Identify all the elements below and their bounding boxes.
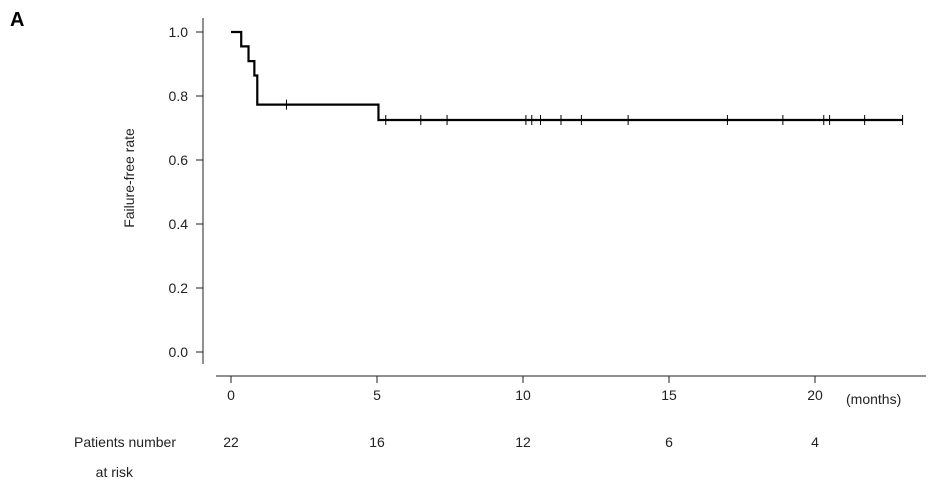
plot-area <box>231 30 904 125</box>
y-tick-label: 0.8 <box>169 88 189 104</box>
y-tick-label: 0.4 <box>169 216 189 232</box>
x-tick-label: 20 <box>807 387 823 403</box>
panel-label: A <box>10 9 24 31</box>
y-axis-label: Failure-free rate <box>121 128 137 228</box>
risk-table: Patients number at risk 22 16 12 6 4 <box>74 434 819 480</box>
y-axis: 0.0 0.2 0.4 0.6 0.8 1.0 <box>169 18 204 364</box>
x-tick-label: 5 <box>373 387 381 403</box>
x-tick-label: 10 <box>515 387 531 403</box>
y-tick-label: 0.0 <box>169 344 189 360</box>
x-axis-unit-label: (months) <box>846 391 901 407</box>
y-tick-label: 0.6 <box>169 152 189 168</box>
x-axis: 0 5 10 15 20 <box>216 375 926 403</box>
risk-table-label: Patients number <box>74 434 176 450</box>
risk-table-label-line2: at risk <box>96 464 134 480</box>
risk-count: 12 <box>515 434 531 450</box>
risk-count: 22 <box>223 434 239 450</box>
y-tick-label: 0.2 <box>169 280 189 296</box>
risk-count: 6 <box>665 434 673 450</box>
risk-count: 16 <box>369 434 385 450</box>
x-tick-label: 0 <box>227 387 235 403</box>
risk-count: 4 <box>811 434 819 450</box>
x-tick-label: 15 <box>661 387 677 403</box>
y-tick-label: 1.0 <box>169 24 189 40</box>
survival-curve <box>231 30 903 122</box>
